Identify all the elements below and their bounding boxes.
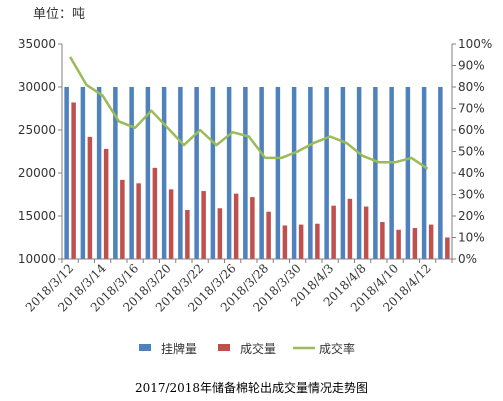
bar-listed — [389, 87, 394, 259]
right-tick-label: 50% — [458, 145, 485, 159]
right-tick-label: 30% — [458, 188, 485, 202]
bar-listed — [340, 87, 346, 259]
bar-listed — [291, 87, 297, 259]
bar-traded — [71, 102, 76, 259]
unit-label: 单位：吨 — [33, 7, 86, 22]
right-tick-label: 10% — [458, 231, 485, 245]
left-tick-label: 20000 — [18, 166, 56, 180]
bar-traded — [298, 224, 304, 259]
bar-traded — [103, 148, 109, 259]
bar-listed — [308, 87, 313, 259]
bar-listed — [113, 87, 118, 259]
right-axis: 0% 10% 20% 30% 40% 50% 60% 70% 80% 90% 100% — [451, 37, 492, 266]
bar-listed — [259, 87, 264, 259]
bar-traded — [347, 198, 353, 259]
bar-listed — [194, 87, 199, 259]
right-tick-label: 80% — [458, 80, 485, 94]
bar-listed — [373, 87, 378, 259]
bar-traded — [185, 209, 190, 259]
bar-listed — [438, 87, 443, 259]
rate-line — [69, 56, 429, 170]
bar-listed — [405, 87, 411, 259]
bar-listed — [210, 87, 216, 259]
bar-listed — [243, 87, 248, 259]
bar-listed — [145, 87, 151, 259]
left-tick-label: 10000 — [18, 252, 56, 266]
bar-traded — [168, 189, 174, 259]
left-tick-label: 35000 — [18, 37, 56, 51]
bar-traded — [396, 229, 401, 259]
bar-traded — [120, 179, 125, 259]
bar-traded — [282, 225, 288, 259]
x-axis: 2018/3/122018/3/142018/3/162018/3/202018… — [23, 258, 453, 315]
bar-traded — [363, 206, 369, 259]
right-tick-label: 70% — [458, 102, 485, 116]
legend-swatch — [139, 344, 151, 351]
bar-traded — [233, 193, 239, 259]
bar-traded — [217, 208, 223, 259]
legend-label: 成交率 — [319, 341, 355, 356]
bar-listed — [161, 87, 167, 259]
right-tick-label: 40% — [458, 166, 485, 180]
bar-traded — [87, 136, 93, 259]
bar-traded — [266, 211, 271, 259]
bar-listed — [226, 87, 232, 259]
bars-layer — [64, 87, 450, 259]
legend-swatch — [218, 344, 230, 351]
bar-traded — [250, 197, 255, 259]
left-tick-label: 15000 — [18, 209, 56, 223]
chart-title: 2017/2018年储备棉轮出成交量情况走势图 — [134, 381, 369, 395]
left-tick-label: 25000 — [18, 123, 56, 137]
bar-listed — [178, 87, 183, 259]
left-tick-label: 30000 — [18, 80, 56, 94]
right-tick-label: 20% — [458, 209, 485, 223]
bar-listed — [421, 87, 427, 259]
bar-listed — [356, 87, 362, 259]
bar-listed — [64, 87, 69, 259]
bar-listed — [96, 87, 102, 259]
right-tick-label: 60% — [458, 123, 485, 137]
bar-traded — [136, 183, 141, 259]
right-tick-label: 100% — [458, 37, 492, 51]
bar-traded — [201, 191, 206, 259]
bar-traded — [380, 222, 385, 259]
rate-line-layer — [69, 56, 429, 170]
bar-traded — [152, 167, 158, 259]
bar-listed — [324, 87, 329, 259]
legend-label: 成交量 — [240, 341, 276, 356]
bar-listed — [80, 87, 86, 259]
bar-traded — [331, 205, 336, 259]
legend-label: 挂牌量 — [161, 342, 197, 356]
bar-traded — [315, 223, 320, 259]
bar-listed — [275, 87, 281, 259]
legend: 挂牌量 成交量 成交率 — [139, 341, 355, 356]
bar-traded — [445, 237, 450, 259]
bar-listed — [129, 87, 134, 259]
bar-traded — [428, 224, 434, 259]
bar-traded — [412, 228, 418, 259]
left-axis: 10000 15000 20000 25000 30000 35000 — [18, 37, 63, 266]
right-tick-label: 90% — [458, 59, 485, 73]
right-tick-label: 0% — [458, 252, 477, 266]
